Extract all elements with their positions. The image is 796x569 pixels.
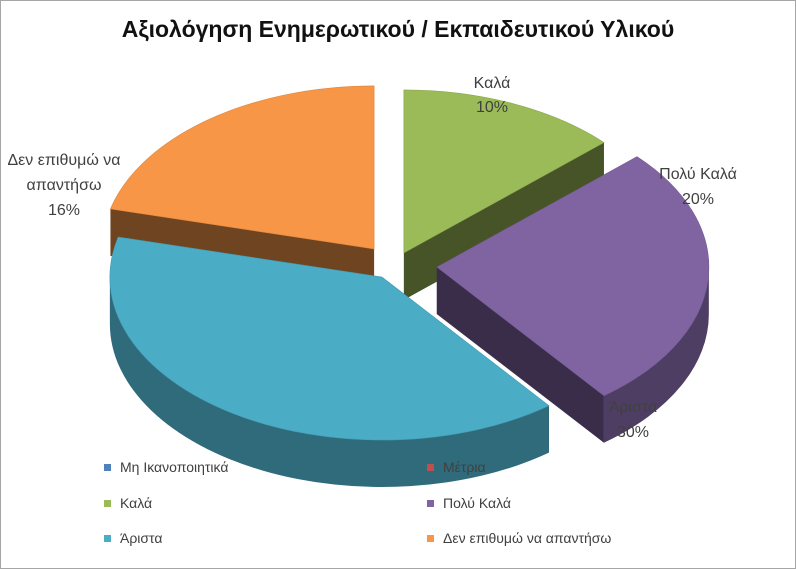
slice-wall	[436, 267, 604, 443]
data-label-line: Καλά	[474, 75, 511, 92]
data-label-line: 16%	[48, 202, 80, 219]
slice-top	[436, 156, 710, 397]
data-label-line: 20%	[682, 191, 714, 208]
data-label: Πολύ Καλά 20%	[659, 166, 737, 208]
data-label-line: 10%	[476, 99, 508, 116]
slice-top	[109, 236, 550, 441]
data-label-line: Άριστα	[609, 399, 658, 416]
slice-side	[603, 267, 709, 443]
data-label-line: απαντήσω	[27, 177, 102, 194]
data-label: Καλά 10%	[474, 75, 511, 116]
data-label: Δεν επιθυμώ να απαντήσω 16%	[7, 152, 120, 219]
data-label-line: Πολύ Καλά	[659, 166, 737, 183]
slice-side	[109, 277, 549, 488]
pie-slice	[436, 156, 710, 443]
slice-top	[110, 85, 375, 250]
slices-layer	[109, 85, 710, 488]
labels-layer: Καλά 10% Πολύ Καλά 20% Άριστα 30% Δεν επιθυμώ …	[7, 75, 736, 441]
slice-top	[403, 89, 605, 254]
pie-slice	[109, 236, 550, 488]
chart-title: Αξιολόγηση Ενημερωτικού / Εκπαιδευτικού …	[121, 16, 675, 42]
data-label: Άριστα 30%	[609, 399, 658, 441]
data-label-line: Δεν επιθυμώ να	[7, 152, 120, 169]
data-label-line: 30%	[617, 424, 649, 441]
